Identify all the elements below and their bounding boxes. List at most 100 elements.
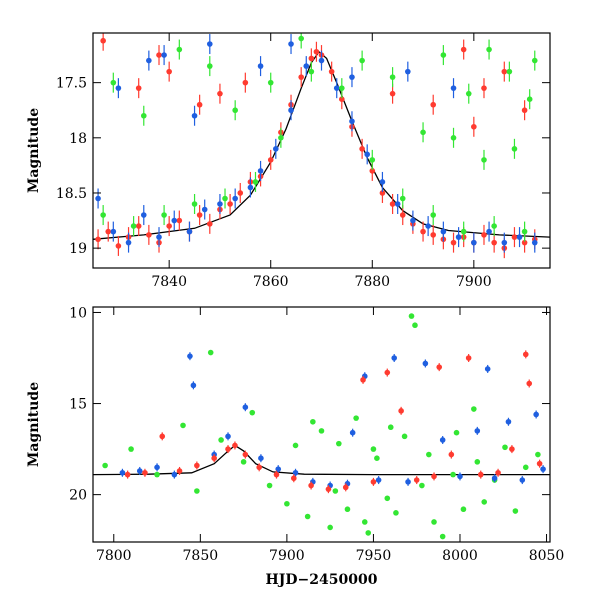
plot-area	[93, 33, 550, 259]
data-point	[481, 85, 487, 91]
data-point	[339, 85, 345, 91]
data-point	[128, 446, 134, 452]
data-point	[201, 206, 208, 213]
data-point	[247, 184, 254, 191]
data-point	[535, 451, 541, 458]
data-point	[256, 464, 262, 471]
data-point	[401, 433, 408, 440]
data-point	[194, 488, 200, 494]
data-point	[328, 68, 335, 75]
data-point	[450, 471, 456, 478]
data-point	[389, 90, 396, 97]
data-point	[146, 57, 152, 64]
data-point	[333, 85, 340, 91]
data-point	[502, 444, 508, 451]
series-2	[100, 33, 538, 242]
data-point	[369, 157, 376, 163]
data-point	[257, 168, 264, 174]
data-point	[156, 234, 162, 240]
data-point	[536, 460, 543, 467]
data-point	[266, 482, 273, 489]
data-point	[304, 513, 311, 520]
model-curve	[93, 444, 550, 476]
data-point	[191, 112, 198, 119]
data-point	[375, 477, 382, 483]
data-point	[95, 236, 101, 243]
data-point	[240, 459, 247, 465]
y-tick-label: 10	[69, 305, 87, 321]
data-point	[115, 85, 122, 91]
data-point	[154, 471, 160, 478]
data-point	[410, 217, 416, 224]
data-point	[257, 63, 264, 69]
data-point	[191, 201, 198, 207]
data-point	[519, 477, 526, 483]
data-point	[110, 228, 117, 235]
data-point	[460, 506, 467, 513]
data-point	[325, 486, 332, 492]
data-point	[439, 533, 446, 540]
data-point	[292, 442, 299, 449]
data-point	[430, 212, 437, 218]
data-point	[455, 234, 462, 240]
data-point	[471, 406, 477, 412]
data-point	[474, 459, 481, 465]
axes-frame	[92, 306, 551, 543]
data-point	[349, 429, 356, 436]
data-point	[399, 212, 406, 218]
data-point	[374, 455, 380, 462]
model-curve	[93, 50, 550, 240]
data-point	[336, 440, 342, 447]
data-point	[394, 201, 401, 207]
x-tick-label: 7900	[269, 548, 305, 564]
data-point	[176, 46, 183, 53]
data-point	[318, 428, 325, 434]
data-point	[453, 429, 460, 436]
data-point	[102, 462, 108, 469]
data-point	[95, 195, 101, 202]
data-point	[227, 201, 233, 207]
y-axis-label: Magnitude	[26, 108, 42, 193]
data-point	[399, 195, 406, 202]
data-point	[135, 85, 142, 91]
data-point	[342, 484, 349, 491]
data-point	[501, 68, 508, 75]
data-point	[298, 35, 304, 42]
data-point	[361, 519, 368, 525]
x-tick-label: 7800	[96, 548, 132, 564]
data-point	[384, 495, 391, 502]
data-point	[166, 68, 172, 75]
data-point	[217, 201, 223, 207]
data-point	[491, 223, 497, 229]
data-point	[252, 179, 259, 185]
data-point	[115, 243, 122, 249]
data-point	[474, 428, 481, 434]
data-point	[161, 52, 167, 58]
data-point	[471, 239, 477, 246]
data-point	[393, 510, 399, 516]
series-0	[95, 33, 538, 259]
data-point	[180, 422, 186, 429]
data-point	[349, 118, 355, 125]
data-point	[422, 360, 429, 367]
data-point	[249, 409, 256, 416]
data-point	[512, 508, 519, 514]
y-tick-label: 19	[69, 241, 87, 257]
data-point	[425, 223, 431, 229]
data-point	[426, 451, 432, 458]
data-point	[450, 85, 457, 91]
bottom-panel: 7800 7850 7900 7950 8000 8050 10 15 20 Magnitude H…	[26, 305, 564, 588]
data-point	[405, 68, 411, 75]
data-point	[531, 239, 538, 246]
x-tick-label: 7850	[183, 548, 219, 564]
x-axis-label: HJD−2450000	[266, 572, 378, 588]
data-point	[505, 418, 512, 425]
data-point	[379, 179, 386, 185]
data-point	[100, 212, 106, 218]
data-point	[370, 479, 377, 485]
data-point	[491, 239, 497, 246]
data-point	[391, 355, 398, 361]
data-point	[540, 466, 546, 472]
data-point	[288, 107, 294, 114]
